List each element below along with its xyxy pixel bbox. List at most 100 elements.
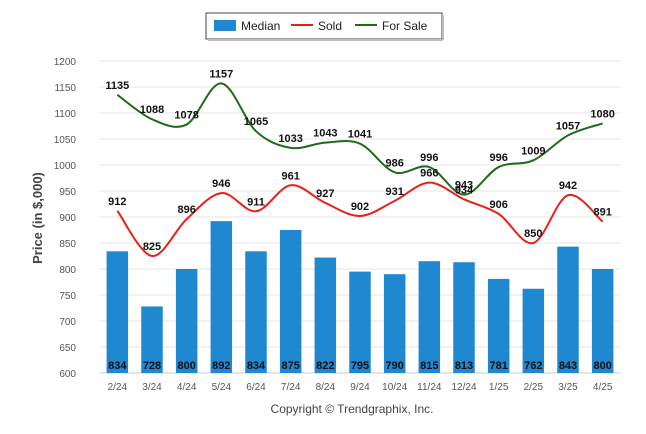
for-sale-point-label: 1088 <box>140 104 164 116</box>
median-bars <box>106 221 614 373</box>
median-bar <box>522 288 545 373</box>
median-bar-label: 815 <box>420 360 438 372</box>
y-tick-label: 950 <box>59 187 76 198</box>
for-sale-point-label: 986 <box>385 157 403 169</box>
median-bar-label: 834 <box>247 360 266 372</box>
median-bar-label: 800 <box>177 360 195 372</box>
y-tick-label: 1000 <box>54 161 77 172</box>
legend-forsale-label: For Sale <box>382 19 428 33</box>
median-bar-label: 843 <box>559 360 577 372</box>
y-tick-label: 1100 <box>54 109 76 120</box>
x-tick-label: 3/24 <box>142 382 162 393</box>
legend: Median Sold For Sale <box>205 12 444 41</box>
sold-point-label: 961 <box>281 170 299 182</box>
sold-point-label: 902 <box>351 201 369 213</box>
median-bar <box>106 251 129 373</box>
x-tick-label: 2/25 <box>524 382 544 393</box>
y-tick-label: 850 <box>59 239 76 250</box>
median-bar <box>383 274 406 373</box>
sold-point-label: 931 <box>385 186 403 198</box>
x-tick-label: 9/24 <box>350 382 370 393</box>
series-lines <box>116 82 604 257</box>
y-tick-label: 900 <box>59 213 76 224</box>
median-bar-label: 795 <box>351 360 369 372</box>
x-tick-label: 4/25 <box>593 382 613 393</box>
x-tick-label: 12/24 <box>451 382 476 393</box>
median-bar-label: 822 <box>316 360 334 372</box>
for-sale-point-label: 1157 <box>209 68 233 80</box>
median-bar-label: 781 <box>489 360 507 372</box>
median-bar-label: 762 <box>524 360 542 372</box>
legend-box <box>205 12 443 40</box>
x-axis-ticks: 2/24 3/24 4/24 5/24 6/24 7/24 8/24 9/24 10/24 11/… <box>108 382 613 393</box>
sold-point-label: 927 <box>316 188 334 200</box>
y-axis-ticks: 600 650 700 750 800 850 900 950 1000 1050 1100 1150… <box>54 57 77 380</box>
for-sale-point-label: 1043 <box>313 128 337 140</box>
median-bar-label: 813 <box>455 360 473 372</box>
legend-median-label: Median <box>241 19 280 33</box>
for-sale-point-label: 1065 <box>244 116 268 128</box>
median-bar <box>245 251 267 373</box>
x-tick-label: 7/24 <box>281 382 301 393</box>
median-bar <box>210 221 233 373</box>
sold-point-label: 906 <box>489 199 507 211</box>
sold-point-label: 942 <box>559 180 577 192</box>
data-labels: 834 728 800 892 834 875 822 795 790 815 813 781 762 8… <box>105 68 615 372</box>
median-bar-label: 875 <box>281 360 299 372</box>
x-tick-label: 1/25 <box>489 382 509 393</box>
y-tick-label: 1150 <box>54 83 76 94</box>
median-bar <box>591 269 614 373</box>
y-tick-label: 700 <box>59 317 76 328</box>
sold-point-label: 912 <box>108 196 126 208</box>
for-sale-point-label: 943 <box>455 180 473 192</box>
median-bar-label: 892 <box>212 360 230 372</box>
x-tick-label: 4/24 <box>177 382 197 393</box>
for-sale-point-label: 1057 <box>556 120 580 132</box>
sold-point-label: 850 <box>524 228 542 240</box>
sold-point-label: 946 <box>212 178 230 190</box>
median-bar <box>314 257 337 373</box>
median-bar <box>487 278 510 373</box>
x-tick-label: 2/24 <box>108 382 128 393</box>
for-sale-line <box>116 82 603 196</box>
median-bar <box>279 230 302 373</box>
legend-sold-label: Sold <box>318 19 342 33</box>
for-sale-point-label: 1041 <box>348 129 372 141</box>
x-tick-label: 11/24 <box>417 382 442 393</box>
median-bar <box>418 261 441 373</box>
copyright-text: Copyright © Trendgraphix, Inc. <box>271 402 434 416</box>
legend-median-swatch <box>214 20 236 31</box>
sold-point-label: 891 <box>593 207 611 219</box>
sold-point-label: 934 <box>455 184 474 196</box>
x-tick-label: 10/24 <box>382 382 407 393</box>
for-sale-point-label: 1009 <box>521 145 545 157</box>
median-bar-label: 728 <box>143 360 161 372</box>
x-tick-label: 5/24 <box>212 382 232 393</box>
y-tick-label: 650 <box>59 343 76 354</box>
y-tick-label: 1050 <box>54 135 77 146</box>
median-bar <box>557 246 579 373</box>
sold-line <box>116 181 604 257</box>
y-tick-label: 1200 <box>54 57 77 68</box>
y-axis-label: Price (in $,000) <box>30 172 45 264</box>
for-sale-point-label: 996 <box>489 152 507 164</box>
for-sale-point-label: 1078 <box>174 109 198 121</box>
y-tick-label: 800 <box>59 265 76 276</box>
for-sale-point-label: 996 <box>420 152 438 164</box>
median-bar <box>141 306 163 373</box>
y-tick-label: 600 <box>59 369 76 380</box>
median-bar <box>349 271 371 373</box>
median-bar-label: 790 <box>385 360 403 372</box>
sold-point-label: 966 <box>420 168 438 180</box>
sold-point-label: 911 <box>247 196 265 208</box>
y-tick-label: 750 <box>59 291 76 302</box>
x-tick-label: 8/24 <box>316 382 336 393</box>
median-bar-label: 834 <box>108 360 127 372</box>
sold-point-label: 825 <box>143 241 161 253</box>
median-bar-label: 800 <box>593 360 611 372</box>
median-bar <box>175 269 198 373</box>
sold-point-label: 896 <box>177 204 195 216</box>
median-bar <box>453 262 475 373</box>
for-sale-point-label: 1135 <box>105 80 129 92</box>
